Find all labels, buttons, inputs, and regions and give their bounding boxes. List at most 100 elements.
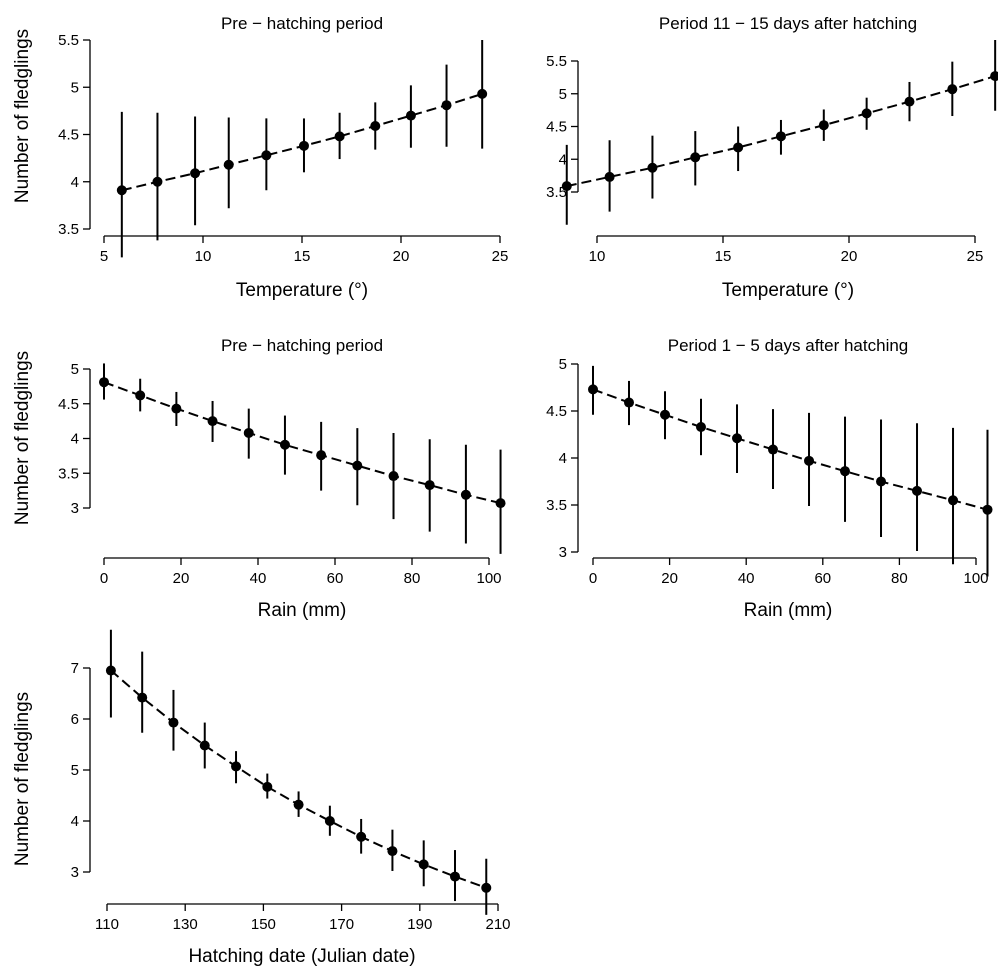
y-tick-label: 4 xyxy=(559,450,567,467)
data-point xyxy=(152,176,163,187)
data-point xyxy=(324,816,335,826)
x-tick-label: 0 xyxy=(589,570,597,587)
x-tick-label: 10 xyxy=(589,248,606,265)
y-tick-label: 4.5 xyxy=(546,403,567,420)
y-tick-label: 4 xyxy=(559,151,567,168)
y-tick-label: 5.5 xyxy=(546,53,567,70)
data-point xyxy=(947,84,958,95)
fitted-line xyxy=(110,669,487,889)
plot-area: 0 20 40 60 80 100 3 3.5 4 4.5 5 xyxy=(58,361,506,587)
data-point xyxy=(116,185,127,196)
y-tick-label: 5 xyxy=(559,86,567,103)
panel-rain-1-5-days: Period 1 − 5 days after hatching Rain (m… xyxy=(546,336,993,621)
data-point xyxy=(477,88,488,99)
data-point xyxy=(733,142,744,153)
y-tick-label: 3.5 xyxy=(546,497,567,514)
data-point xyxy=(424,480,435,491)
data-point xyxy=(982,504,993,515)
plot-area: 110 130 150 170 190 210 3 4 5 6 7 xyxy=(71,629,511,933)
panel-title: Pre − hatching period xyxy=(221,14,383,33)
x-tick-label: 60 xyxy=(814,570,831,587)
x-axis-label: Rain (mm) xyxy=(258,600,347,621)
data-point xyxy=(460,489,471,500)
x-tick-label: 40 xyxy=(738,570,755,587)
data-point xyxy=(861,108,872,119)
y-tick-label: 3 xyxy=(71,864,79,881)
x-tick-label: 210 xyxy=(485,916,510,933)
y-tick-label: 3.5 xyxy=(546,184,567,201)
y-tick-label: 5 xyxy=(559,356,567,373)
x-tick-label: 150 xyxy=(251,916,276,933)
data-point xyxy=(696,421,707,432)
data-point xyxy=(279,439,290,450)
y-tick-label: 6 xyxy=(71,711,79,728)
data-point xyxy=(405,110,416,121)
data-point xyxy=(293,799,304,810)
data-point xyxy=(316,450,327,461)
data-point xyxy=(135,390,146,401)
panel-temperature-11-15-days: Period 11 − 15 days after hatching Tempe… xyxy=(546,14,998,301)
data-point xyxy=(168,717,179,728)
data-point xyxy=(660,409,671,420)
data-point xyxy=(604,171,615,182)
y-tick-label: 3.5 xyxy=(58,221,79,238)
data-point xyxy=(561,181,572,192)
panel-temperature-pre-hatching: Pre − hatching period Temperature (°) Nu… xyxy=(12,14,508,301)
panel-title: Period 1 − 5 days after hatching xyxy=(668,336,909,355)
fitted-line xyxy=(103,381,501,505)
y-tick-label: 3 xyxy=(71,500,79,517)
x-tick-label: 110 xyxy=(95,916,119,933)
y-tick-label: 4 xyxy=(71,174,79,191)
x-tick-label: 20 xyxy=(393,248,410,265)
x-tick-label: 40 xyxy=(250,570,267,587)
data-point xyxy=(775,131,786,142)
data-point xyxy=(588,384,598,395)
x-axis-label: Temperature (°) xyxy=(722,280,854,301)
y-tick-label: 4 xyxy=(71,813,79,830)
x-tick-label: 80 xyxy=(891,570,908,587)
y-tick-label: 5 xyxy=(71,79,79,96)
plot-area: 0 20 40 60 80 100 3 3.5 4 4.5 5 xyxy=(546,356,993,587)
fitted-line xyxy=(592,388,988,511)
data-point xyxy=(449,871,460,882)
data-point xyxy=(990,71,998,82)
data-point xyxy=(231,761,242,772)
data-point xyxy=(388,471,399,482)
data-point xyxy=(912,485,923,496)
data-point xyxy=(207,416,218,427)
data-point xyxy=(370,120,381,131)
y-tick-label: 5.5 xyxy=(58,32,79,49)
y-tick-label: 3.5 xyxy=(58,465,79,482)
data-point xyxy=(876,476,887,487)
x-tick-label: 10 xyxy=(195,248,212,265)
y-tick-label: 4.5 xyxy=(546,119,567,136)
x-tick-label: 80 xyxy=(404,570,421,587)
panel-title: Period 11 − 15 days after hatching xyxy=(659,14,917,33)
data-point xyxy=(171,403,182,414)
x-tick-label: 0 xyxy=(100,570,108,587)
data-point xyxy=(298,140,309,151)
x-tick-label: 100 xyxy=(476,570,501,587)
panel-rain-pre-hatching: Pre − hatching period Rain (mm) Number o… xyxy=(12,336,506,621)
data-point xyxy=(262,781,273,792)
data-point xyxy=(481,882,492,893)
x-tick-label: 20 xyxy=(661,570,678,587)
x-tick-label: 60 xyxy=(327,570,344,587)
data-point xyxy=(904,96,915,107)
x-tick-label: 20 xyxy=(173,570,190,587)
data-point xyxy=(647,162,658,173)
data-point xyxy=(948,495,959,506)
data-point xyxy=(732,433,743,444)
x-axis-label: Hatching date (Julian date) xyxy=(188,946,415,967)
data-point xyxy=(840,466,851,477)
x-axis-label: Rain (mm) xyxy=(744,600,833,621)
data-point xyxy=(190,168,201,179)
plot-area: 10 15 20 25 3.5 4 4.5 5 5.5 xyxy=(546,40,998,265)
data-point xyxy=(352,460,363,471)
x-tick-label: 190 xyxy=(407,916,432,933)
data-point xyxy=(243,427,254,438)
data-point xyxy=(387,846,398,857)
data-point xyxy=(418,859,429,870)
x-tick-label: 5 xyxy=(100,248,108,265)
